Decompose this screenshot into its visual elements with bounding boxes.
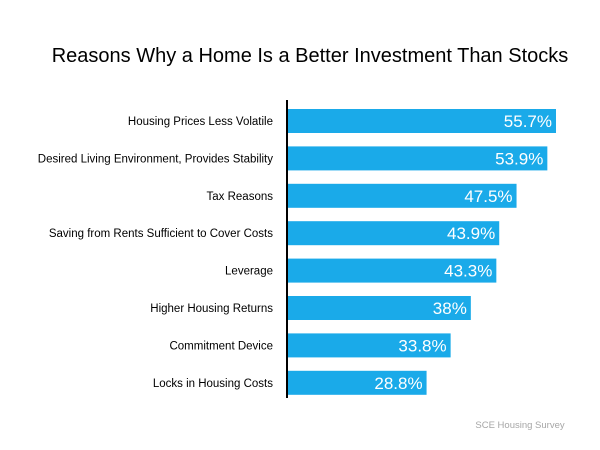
bar [288,296,471,320]
bar [288,221,500,246]
category-label: Housing Prices Less Volatile [128,116,273,128]
data-label: 43.9% [447,224,495,243]
category-labels: Housing Prices Less Volatile Desired Livi… [38,116,273,390]
data-label: 47.5% [464,187,512,206]
category-label: Leverage [225,266,273,278]
category-label: Tax Reasons [207,191,274,203]
category-label: Higher Housing Returns [150,303,273,315]
bar [288,258,497,283]
bar [288,183,517,208]
category-label: Desired Living Environment, Provides Sta… [38,153,273,165]
bar [288,109,556,133]
bar [288,370,427,395]
data-label: 38% [433,299,467,318]
bar [288,333,451,358]
source-note: SCE Housing Survey [475,420,564,431]
data-label: 28.8% [374,374,422,393]
data-label: 53.9% [495,149,543,168]
category-label: Commitment Device [169,340,273,352]
bars [288,109,556,395]
category-label: Locks in Housing Costs [153,378,273,390]
chart-title: Reasons Why a Home Is a Better Investmen… [52,45,569,67]
category-label: Saving from Rents Sufficient to Cover Co… [49,228,273,240]
data-labels: 55.7% 53.9% 47.5% 43.9% 43.3% 38% 33.8% 28.8% [374,112,552,393]
data-label: 55.7% [504,112,552,131]
data-label: 43.3% [444,262,492,281]
data-label: 33.8% [398,336,446,355]
bar [288,146,548,171]
